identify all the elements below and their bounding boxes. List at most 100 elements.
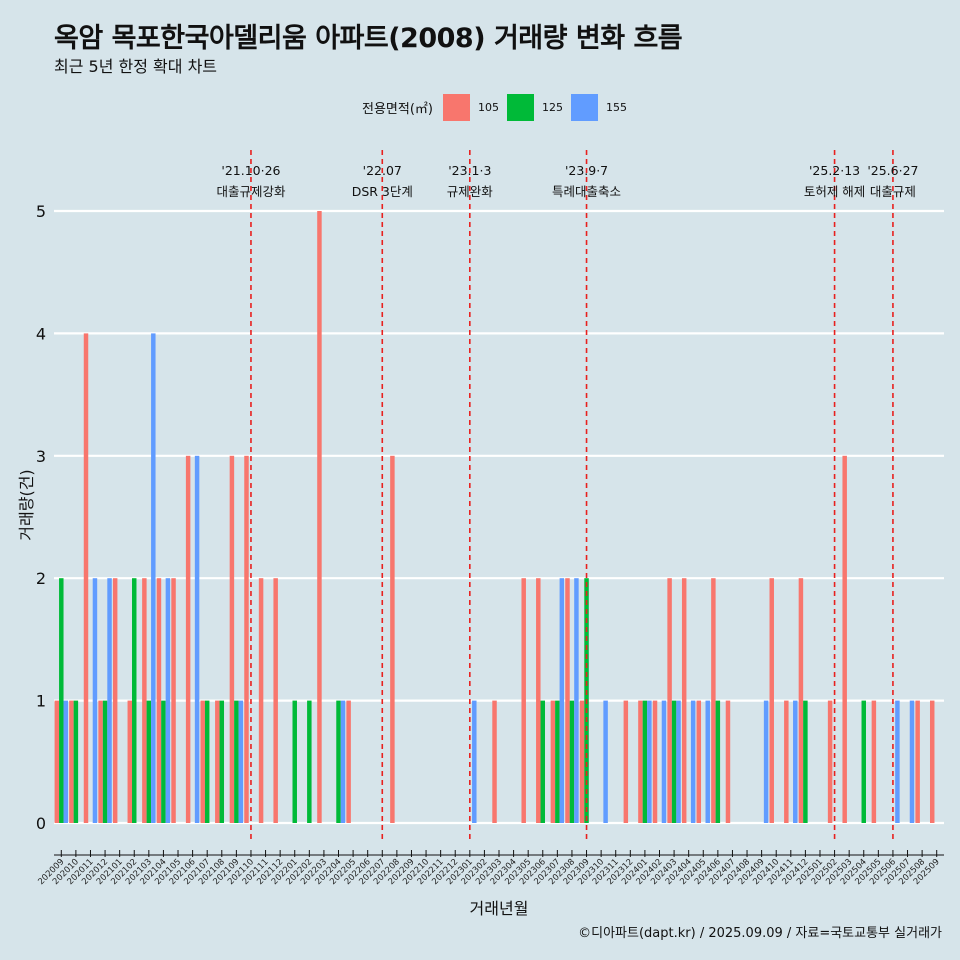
event-date-202309: '23.9·7 bbox=[565, 163, 608, 178]
bar-105-202406 bbox=[711, 578, 716, 823]
bar-105-202305 bbox=[521, 578, 526, 823]
event-label-202110: 대출규제강화 bbox=[216, 184, 286, 199]
bar-105-202412 bbox=[798, 578, 804, 823]
bar-105-202509 bbox=[929, 700, 935, 823]
y-axis-title: 거래량(건) bbox=[17, 469, 36, 540]
bar-125-202204 bbox=[336, 700, 341, 823]
bar-105-202403 bbox=[667, 578, 672, 823]
bar-105-202407 bbox=[725, 700, 731, 823]
bar-125-202012 bbox=[102, 700, 108, 823]
bar-155-202310 bbox=[603, 700, 608, 823]
bar-125-202306 bbox=[540, 700, 546, 823]
bar-125-202403 bbox=[671, 700, 677, 823]
event-date-202301: '23.1·3 bbox=[448, 163, 491, 178]
event-label-202207: DSR 3단계 bbox=[352, 184, 413, 199]
bar-105-202308 bbox=[565, 578, 570, 823]
bar-125-202103 bbox=[146, 700, 152, 823]
bar-155-202204 bbox=[340, 700, 346, 823]
bar-105-202102 bbox=[127, 700, 133, 823]
y-tick-label-4: 4 bbox=[36, 324, 46, 343]
event-date-202110: '21.10·26 bbox=[221, 163, 280, 178]
bar-105-202203 bbox=[317, 211, 322, 823]
bar-125-202109 bbox=[234, 700, 239, 823]
bar-105-202303 bbox=[492, 700, 497, 823]
bar-105-202503 bbox=[842, 455, 847, 823]
bar-125-202504 bbox=[861, 700, 866, 823]
bar-155-202308 bbox=[574, 578, 579, 823]
legend-title: 전용면적(㎡) bbox=[362, 101, 433, 117]
bar-105-202105 bbox=[171, 578, 176, 823]
event-date-202502: '25.2·13 bbox=[809, 163, 860, 178]
bar-155-202405 bbox=[705, 700, 710, 823]
bar-155-202401 bbox=[647, 700, 652, 823]
legend-swatch-105 bbox=[442, 93, 470, 121]
bar-155-202507 bbox=[909, 700, 915, 823]
bar-155-202506 bbox=[895, 700, 900, 823]
bar-125-202406 bbox=[715, 700, 721, 823]
y-tick-label-5: 5 bbox=[36, 202, 46, 221]
event-date-202506: '25.6·27 bbox=[867, 163, 918, 178]
bar-155-202104 bbox=[165, 578, 171, 823]
bar-155-202307 bbox=[559, 578, 565, 823]
y-tick-label-1: 1 bbox=[36, 692, 46, 711]
bar-125-202307 bbox=[555, 700, 560, 823]
bar-105-202103 bbox=[142, 578, 147, 823]
bar-105-202108 bbox=[215, 700, 220, 823]
bar-155-202011 bbox=[92, 578, 98, 823]
legend-swatch-125 bbox=[506, 93, 534, 121]
bar-105-202104 bbox=[156, 578, 162, 823]
bar-105-202010 bbox=[69, 700, 74, 823]
bar-105-202205 bbox=[346, 700, 351, 823]
bar-105-202111 bbox=[258, 578, 264, 823]
bar-105-202109 bbox=[229, 455, 235, 823]
bar-105-202101 bbox=[112, 578, 118, 823]
legend-swatch-155 bbox=[570, 93, 598, 121]
bar-155-202403 bbox=[676, 700, 681, 823]
bar-105-202405 bbox=[696, 700, 702, 823]
bar-155-202404 bbox=[690, 700, 696, 823]
bar-125-202102 bbox=[132, 578, 137, 823]
bar-125-202202 bbox=[307, 700, 312, 823]
bar-105-202106 bbox=[185, 455, 191, 823]
event-label-202506: 대출규제 bbox=[870, 184, 916, 199]
bar-155-202301 bbox=[472, 700, 477, 823]
legend-label-125: 125 bbox=[541, 100, 563, 114]
bar-105-202009 bbox=[54, 700, 60, 823]
bar-155-202409 bbox=[763, 700, 769, 823]
bar-105-202110 bbox=[244, 455, 249, 823]
y-tick-label-0: 0 bbox=[36, 814, 46, 833]
legend-label-105: 105 bbox=[477, 100, 499, 114]
bar-105-202306 bbox=[536, 578, 541, 823]
bar-105-202402 bbox=[652, 700, 658, 823]
legend: 전용면적(㎡) 105 125 155 bbox=[362, 93, 635, 121]
bar-155-202402 bbox=[661, 700, 667, 823]
event-label-202502: 토허제 해제 bbox=[804, 184, 865, 199]
bar-125-202009 bbox=[59, 578, 64, 823]
bar-105-202401 bbox=[638, 700, 643, 823]
chart-subtitle: 최근 5년 한정 확대 차트 bbox=[54, 57, 218, 76]
bar-105-202112 bbox=[273, 578, 278, 823]
y-tick-label-2: 2 bbox=[36, 569, 46, 588]
chart-title: 옥암 목포한국아델리움 아파트(2008) 거래량 변화 흐름 bbox=[54, 23, 683, 54]
bar-105-202208 bbox=[390, 455, 395, 823]
bar-155-202012 bbox=[107, 578, 112, 823]
bar-105-202307 bbox=[550, 700, 556, 823]
bar-105-202309 bbox=[579, 700, 585, 823]
bar-105-202411 bbox=[784, 700, 789, 823]
legend-item-125: 125 bbox=[506, 93, 563, 121]
bar-125-202201 bbox=[292, 700, 297, 823]
bar-105-202410 bbox=[769, 578, 774, 823]
bar-155-202411 bbox=[793, 700, 798, 823]
bar-105-202508 bbox=[915, 700, 920, 823]
bar-125-202412 bbox=[803, 700, 808, 823]
bar-105-202404 bbox=[681, 578, 687, 823]
bar-105-202505 bbox=[871, 700, 877, 823]
bar-105-202012 bbox=[98, 700, 103, 823]
y-tick-label-3: 3 bbox=[36, 447, 46, 466]
bar-105-202107 bbox=[200, 700, 205, 823]
bar-125-202107 bbox=[204, 700, 210, 823]
x-axis-title: 거래년월 bbox=[470, 899, 529, 918]
chart-caption: ©디아파트(dapt.kr) / 2025.09.09 / 자료=국토교통부 실… bbox=[578, 926, 942, 941]
